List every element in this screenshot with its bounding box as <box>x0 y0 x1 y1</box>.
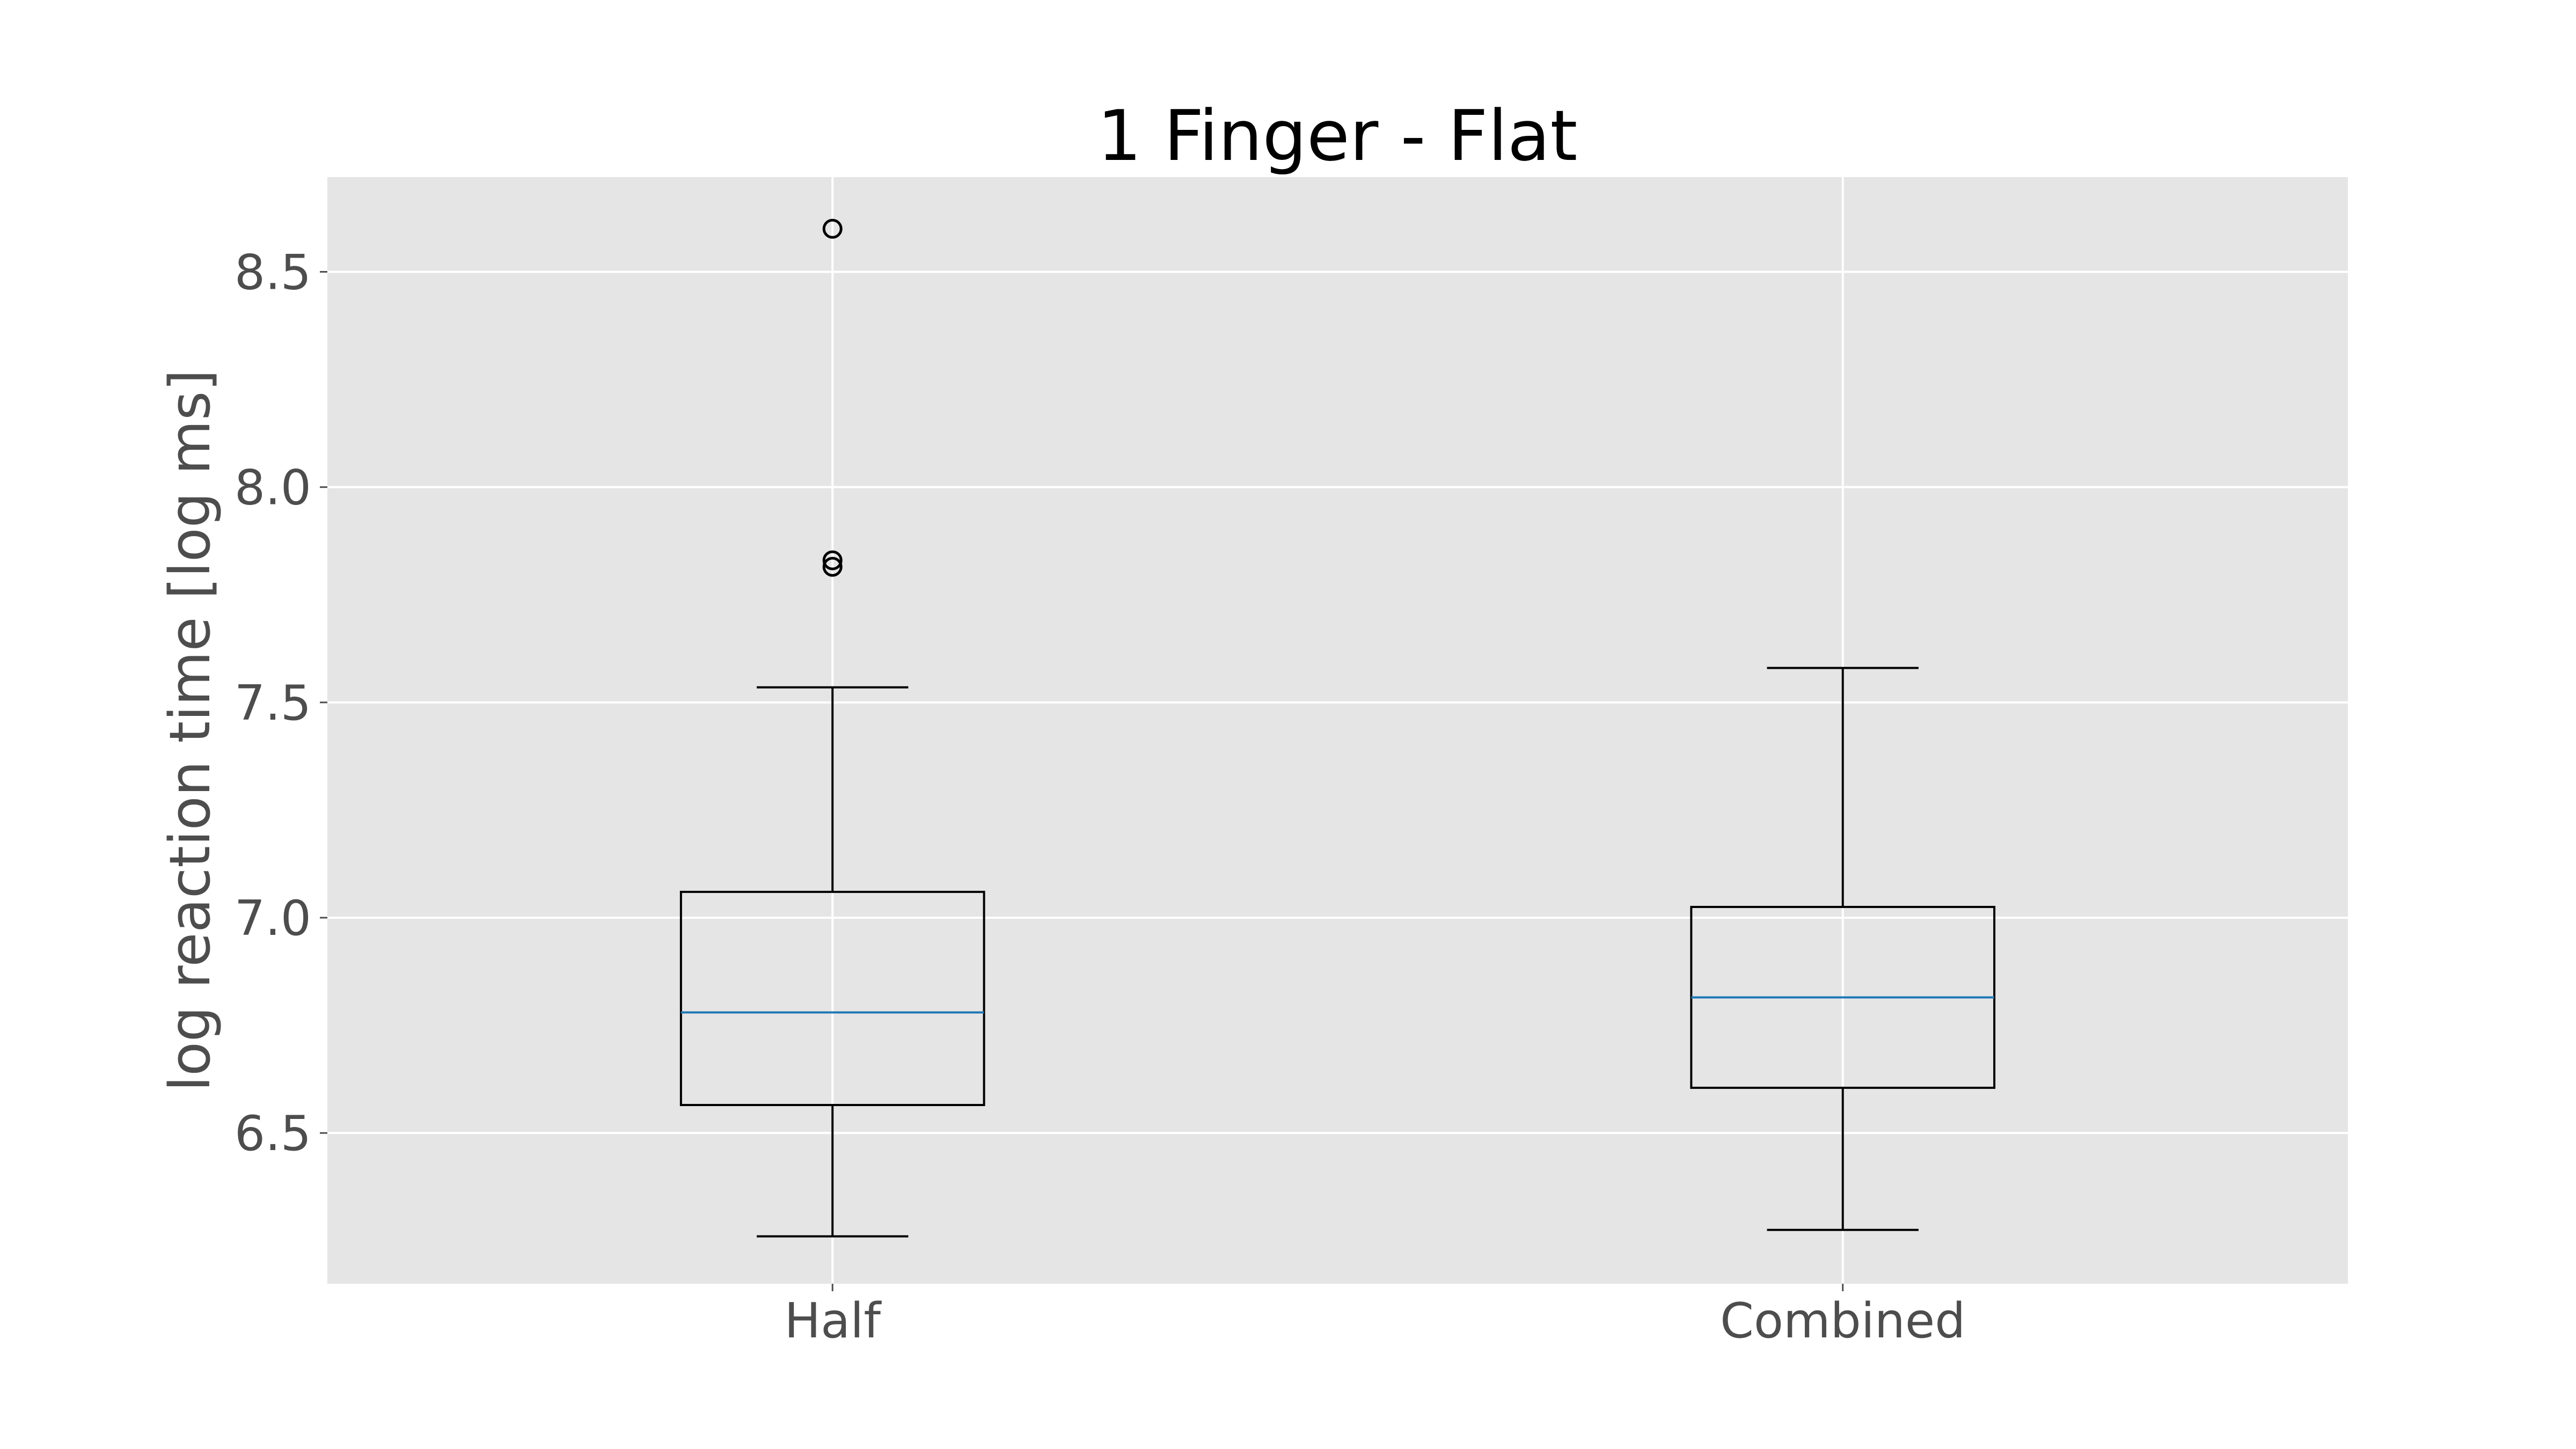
y-tick-label: 6.5 <box>235 1106 311 1162</box>
y-axis-ticks: 6.5 7.0 7.5 8.0 8.5 <box>235 245 327 1162</box>
box-half <box>679 218 985 1238</box>
y-tick-label: 7.5 <box>235 675 311 731</box>
outlier-point <box>822 218 843 239</box>
box-combined <box>1690 667 1996 1231</box>
y-tick-label: 8.5 <box>235 245 311 301</box>
iqr-box <box>679 890 985 1107</box>
x-tick-label: Combined <box>1720 1293 1965 1349</box>
x-axis-ticks: Half Combined <box>784 1284 1965 1349</box>
x-tick-label: Half <box>784 1293 882 1349</box>
boxes <box>679 218 1996 1238</box>
chart-title: 1 Finger - Flat <box>1097 95 1578 177</box>
y-axis-label: log reaction time [log ms] <box>157 369 223 1092</box>
outlier-point <box>822 550 843 570</box>
plot-area <box>327 177 2348 1284</box>
y-tick-label: 8.0 <box>235 460 311 516</box>
y-tick-label: 7.0 <box>235 890 311 947</box>
outlier-point <box>822 557 843 577</box>
